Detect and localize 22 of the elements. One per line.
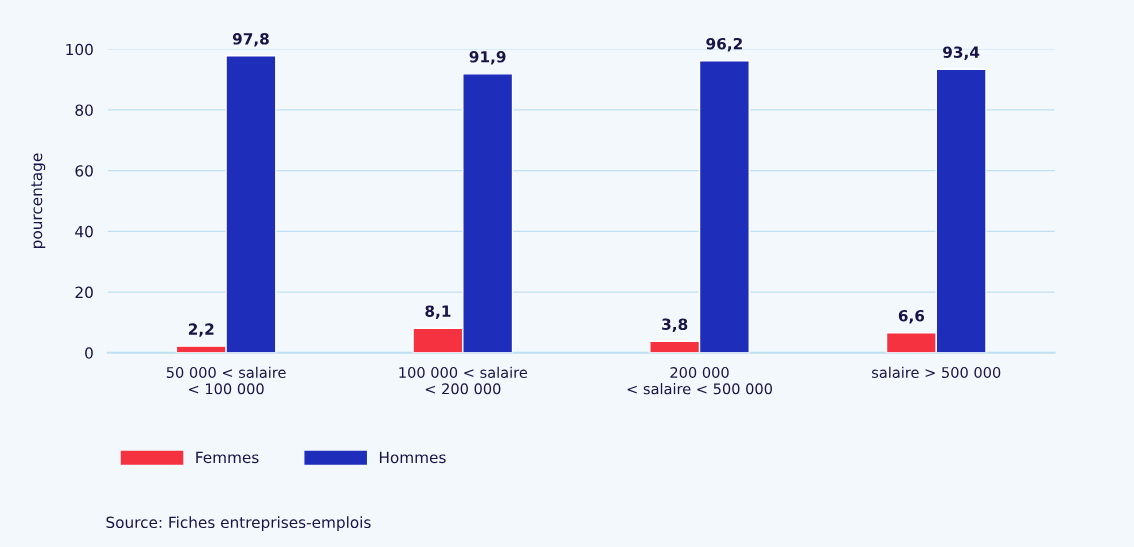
data-label: 8,1: [425, 305, 451, 319]
x-tick-label: 50 000 < salaire < 100 000: [166, 366, 286, 395]
x-tick-label: salaire > 500 000: [872, 366, 1001, 378]
legend-label: Femmes: [196, 451, 259, 464]
x-tick-label: 200 000 < salaire < 500 000: [627, 366, 772, 395]
y-tick-label: 80: [75, 104, 93, 116]
y-tick-label: 100: [66, 43, 93, 56]
data-label: 2,2: [188, 323, 214, 337]
x-tick-label: 100 000 < salaire < 200 000: [399, 366, 528, 395]
data-label: 97,8: [232, 33, 269, 47]
data-label: 96,2: [706, 37, 742, 52]
y-tick-label: 40: [75, 225, 93, 238]
y-tick-label: 20: [75, 286, 93, 299]
data-label: 91,9: [469, 50, 506, 65]
y-axis-title: pourcentage: [31, 153, 46, 248]
data-label: 6,6: [898, 309, 925, 324]
data-label: 3,8: [662, 318, 688, 332]
y-tick-label: 60: [75, 165, 93, 177]
y-tick-label: 0: [85, 347, 93, 359]
data-label: 93,4: [943, 46, 980, 60]
source-note: Source: Fiches entreprises-emplois: [106, 516, 371, 532]
legend-label: Hommes: [379, 451, 446, 464]
